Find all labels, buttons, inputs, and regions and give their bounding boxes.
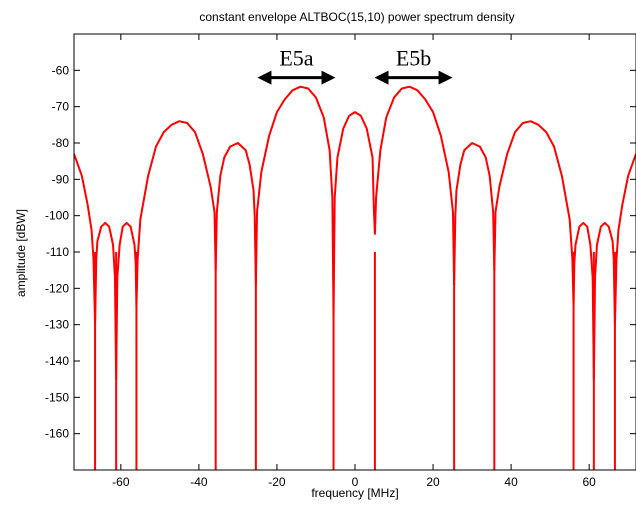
arrow-right-icon [438,70,453,85]
y-tick-label: -90 [52,172,70,186]
y-tick-label: -80 [52,136,70,150]
y-tick-label: -140 [45,354,69,368]
psd-series-line [74,85,636,381]
band-annotations: E5a E5b [257,46,453,85]
arrow-left-icon [257,70,272,85]
x-tick-label: -40 [190,475,208,489]
x-tick-label: 0 [352,475,359,489]
x-axis-label: frequency [MHz] [311,486,398,500]
x-tick-label: 60 [582,475,596,489]
y-tick-label: -150 [45,390,69,404]
x-tick-label: 40 [504,475,518,489]
y-tick-label: -70 [52,100,70,114]
annotation-label: E5b [396,46,431,71]
annotation-e5b: E5b [374,46,453,85]
arrow-right-icon [321,70,336,85]
annotation-e5a: E5a [257,46,336,85]
y-tick-label: -110 [46,245,69,259]
y-tick-label: -60 [52,63,70,77]
x-tick-label: 20 [426,475,440,489]
y-axis-label: amplitude [dBW] [14,209,28,297]
y-axis: -60 -70 -80 -90 -100 -110 -120 -130 -140 -150 -160 [45,63,636,441]
annotation-label: E5a [279,46,313,71]
y-tick-label: -100 [45,209,69,223]
y-tick-label: -130 [45,318,69,332]
arrow-left-icon [374,70,389,85]
x-tick-label: -20 [268,475,286,489]
x-tick-label: -60 [112,475,130,489]
x-axis: -60 -40 -20 0 20 40 60 [112,34,596,489]
chart-title: constant envelope ALTBOC(15,10) power sp… [199,10,514,24]
y-tick-label: -160 [45,427,69,441]
plot-area-frame [73,33,636,471]
y-tick-label: -120 [45,281,69,295]
